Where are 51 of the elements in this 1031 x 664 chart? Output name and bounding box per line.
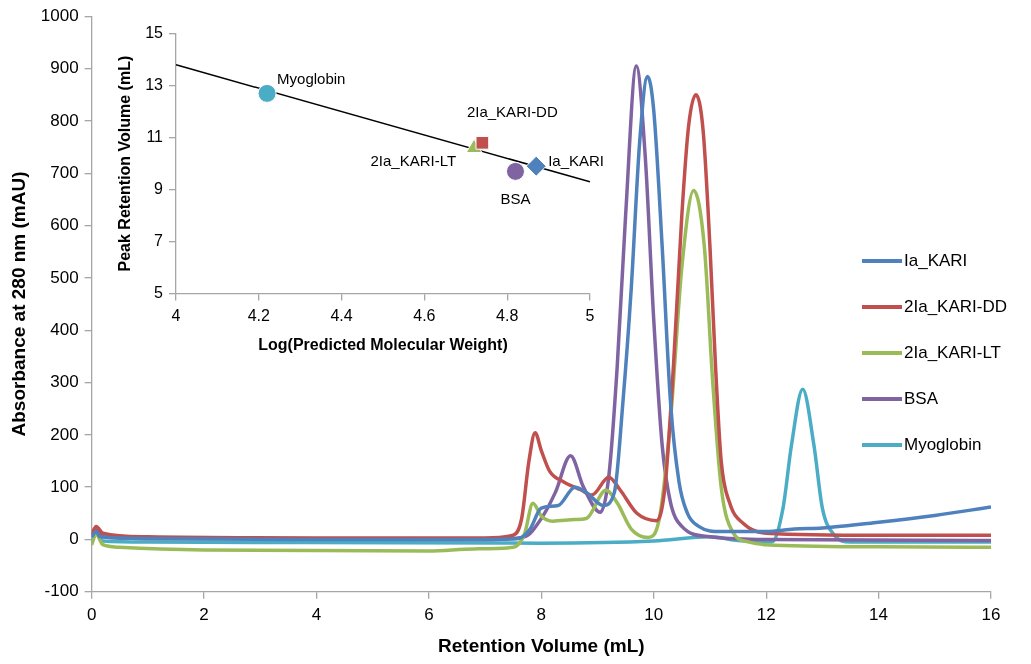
series-label: Myoglobin (277, 69, 346, 87)
y-tick-label: 11 (146, 128, 164, 146)
legend-label: BSA (904, 389, 939, 409)
y-axis-title: Absorbance at 280 nm (mAU) (7, 171, 29, 437)
series-label: 2Ia_KARI-LT (370, 152, 457, 170)
y-tick-label: 400 (50, 319, 79, 339)
y-tick-label: 600 (50, 215, 79, 235)
y-tick-label: 0 (69, 529, 79, 549)
x-tick-label: 16 (981, 604, 1001, 624)
point (475, 135, 490, 150)
y-tick-label: 5 (154, 284, 164, 302)
x-tick-label: 10 (644, 604, 664, 624)
y-tick-label: 1000 (40, 5, 79, 25)
y-tick-label: 300 (50, 372, 79, 392)
y-tick-label: 9 (154, 180, 164, 198)
legend-label: 2Ia_KARI-DD (904, 297, 1007, 317)
point (525, 155, 547, 177)
x-tick-label: 8 (536, 604, 547, 624)
x-tick-label: 4 (311, 604, 322, 624)
y-tick-label: 200 (50, 424, 79, 444)
point (257, 83, 277, 103)
x-tick-label: 5 (585, 306, 595, 324)
x-tick-label: 4.2 (247, 306, 271, 324)
legend-label: 2Ia_KARI-LT (904, 343, 1002, 363)
y-tick-label: 100 (50, 476, 79, 496)
series-label: 2Ia_KARI-DD (466, 102, 558, 120)
point (505, 161, 525, 181)
y-tick-label: 500 (50, 267, 79, 287)
x-tick-label: 4.6 (413, 306, 436, 324)
x-tick-label: 14 (869, 604, 889, 624)
y-tick-label: 800 (50, 110, 79, 130)
x-tick-label: 4 (171, 306, 181, 324)
x-tick-label: 6 (424, 604, 434, 624)
y-tick-label: 13 (145, 76, 164, 94)
series-label: Ia_KARI (548, 152, 605, 170)
x-tick-label: 0 (86, 604, 97, 624)
y-tick-label: -100 (44, 581, 79, 601)
series-label: BSA (500, 189, 531, 207)
x-axis-title: Retention Volume (mL) (438, 634, 645, 656)
x-tick-label: 2 (199, 604, 209, 624)
x-tick-label: 4.4 (330, 306, 353, 324)
x-axis-title: Log(Predicted Molecular Weight) (258, 335, 508, 353)
y-tick-label: 7 (154, 232, 164, 250)
x-tick-label: 4.8 (496, 306, 519, 324)
legend-label: Ia_KARI (904, 251, 968, 271)
y-tick-label: 900 (50, 58, 79, 78)
y-tick-label: 700 (50, 162, 79, 182)
legend-label: Myoglobin (904, 435, 982, 455)
y-tick-label: 15 (145, 24, 164, 42)
y-axis-title: Peak Retention Volume (mL) (116, 55, 134, 272)
x-tick-label: 12 (756, 604, 776, 624)
